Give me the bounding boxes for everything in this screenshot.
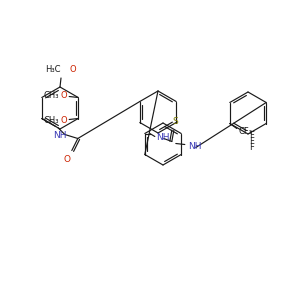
Text: O: O [61,116,67,125]
Text: O: O [61,91,67,100]
Text: CF₃: CF₃ [239,128,253,136]
Text: CH₃: CH₃ [44,91,59,100]
Text: NH: NH [53,131,67,140]
Text: CH₃: CH₃ [44,116,59,125]
Text: NH: NH [156,133,169,142]
Text: S: S [172,118,178,127]
Text: O: O [70,64,76,74]
Text: F: F [249,143,254,152]
Text: F: F [249,137,254,146]
Text: F: F [249,131,254,140]
Text: NH: NH [188,142,201,151]
Text: O: O [63,155,70,164]
Text: H₃C: H₃C [46,64,61,74]
